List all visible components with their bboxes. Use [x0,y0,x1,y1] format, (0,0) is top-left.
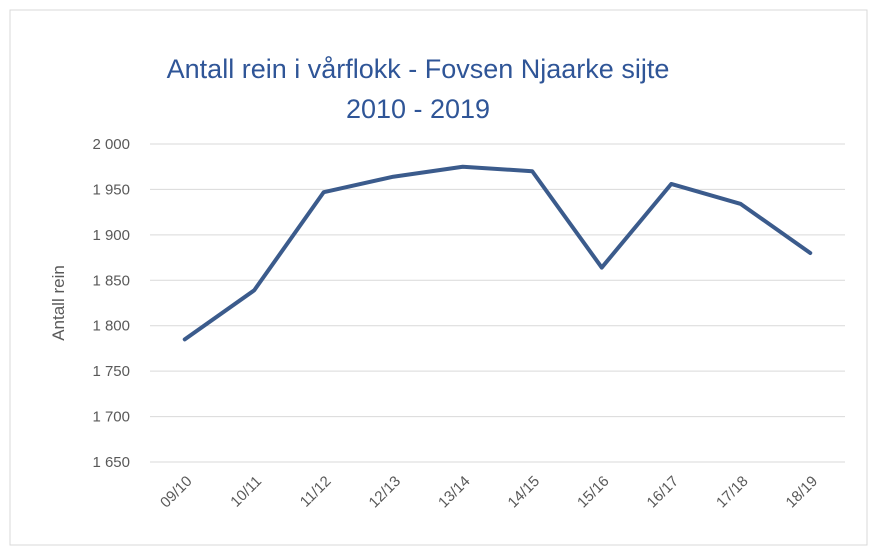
line [182,164,813,342]
y-tick-label: 1 700 [92,409,130,426]
chart-title: Antall rein i vårflokk - Fovsen Njaarke … [167,54,670,84]
chart-border [9,9,868,546]
chart-title: 2010 - 2019 [346,94,490,124]
y-tick-label: 1 800 [92,318,130,335]
y-tick-label: 1 650 [92,454,130,471]
y-tick-label: 1 850 [92,272,130,289]
y-tick-label: 1 900 [92,227,130,244]
y-tick-label: 1 950 [92,181,130,198]
y-tick-label: 2 000 [92,136,130,153]
y-axis-label: Antall rein [49,265,68,341]
y-tick-label: 1 750 [92,363,130,380]
